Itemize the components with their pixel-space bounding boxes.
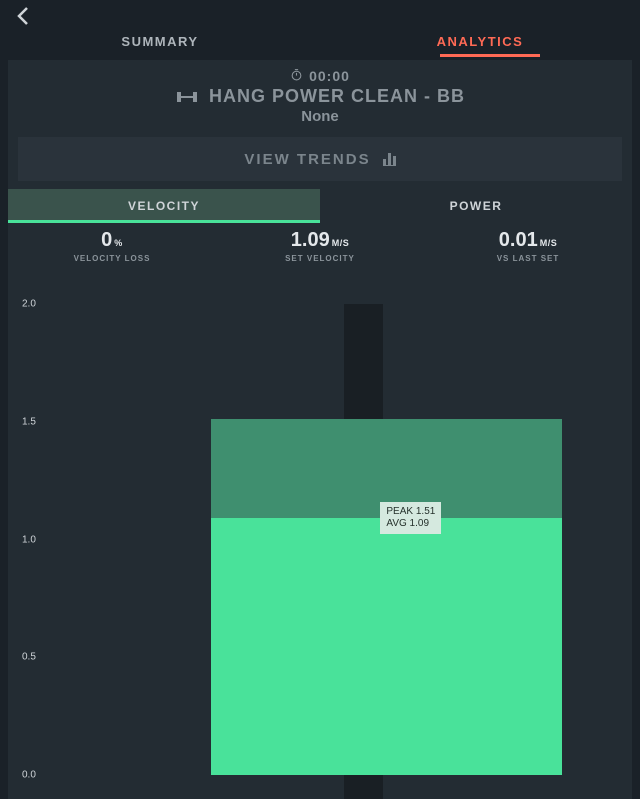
metric-velocity-loss: 0% VELOCITY LOSS: [8, 229, 216, 277]
peak-label-prefix: PEAK: [386, 506, 415, 517]
tab-summary[interactable]: SUMMARY: [0, 28, 320, 58]
exercise-name: HANG POWER CLEAN - BB: [209, 86, 465, 107]
bar-chart-icon: [383, 152, 396, 166]
avg-bar: [211, 518, 561, 775]
metric-unit: M/S: [540, 238, 558, 248]
sub-tabs: VELOCITY POWER: [8, 189, 632, 223]
peak-avg-label: PEAK 1.51 AVG 1.09: [380, 502, 441, 534]
metric-vs-last-set: 0.01M/S VS LAST SET: [424, 229, 632, 277]
analytics-panel: 00:00 HANG POWER CLEAN - BB None VIEW TR…: [8, 60, 632, 799]
y-axis-tick: 2.0: [22, 299, 36, 310]
metric-value: 0.01: [499, 229, 538, 251]
tab-underline: [440, 54, 540, 57]
exercise-header: 00:00 HANG POWER CLEAN - BB None: [8, 60, 632, 125]
barbell-icon: [175, 92, 199, 102]
back-button[interactable]: [12, 4, 36, 28]
metric-label: SET VELOCITY: [216, 254, 424, 263]
y-axis-tick: 0.5: [22, 652, 36, 663]
y-axis-tick: 1.0: [22, 534, 36, 545]
metric-value: 1.09: [291, 229, 330, 251]
view-trends-button[interactable]: VIEW TRENDS: [18, 137, 622, 181]
y-axis-tick: 1.5: [22, 416, 36, 427]
metric-label: VELOCITY LOSS: [8, 254, 216, 263]
y-axis-tick: 0.0: [22, 770, 36, 781]
metric-label: VS LAST SET: [424, 254, 632, 263]
metric-unit: M/S: [332, 238, 350, 248]
metrics-row: 0% VELOCITY LOSS 1.09M/S SET VELOCITY 0.…: [8, 229, 632, 277]
view-trends-label: VIEW TRENDS: [244, 151, 370, 168]
metric-value: 0: [101, 229, 112, 251]
velocity-chart: PEAK 1.51 AVG 1.09 2.01.51.00.50.0: [8, 304, 632, 799]
timer-value: 00:00: [309, 68, 350, 84]
exercise-subtitle: None: [8, 108, 632, 125]
metric-set-velocity: 1.09M/S SET VELOCITY: [216, 229, 424, 277]
top-tabs: SUMMARY ANALYTICS: [0, 28, 640, 58]
metric-unit: %: [114, 238, 123, 248]
avg-label-value: 1.09: [410, 518, 429, 529]
sub-tab-power[interactable]: POWER: [320, 189, 632, 223]
avg-label-prefix: AVG: [386, 518, 409, 529]
stopwatch-icon: [290, 68, 303, 84]
peak-label-value: 1.51: [416, 506, 435, 517]
sub-tab-velocity[interactable]: VELOCITY: [8, 189, 320, 223]
